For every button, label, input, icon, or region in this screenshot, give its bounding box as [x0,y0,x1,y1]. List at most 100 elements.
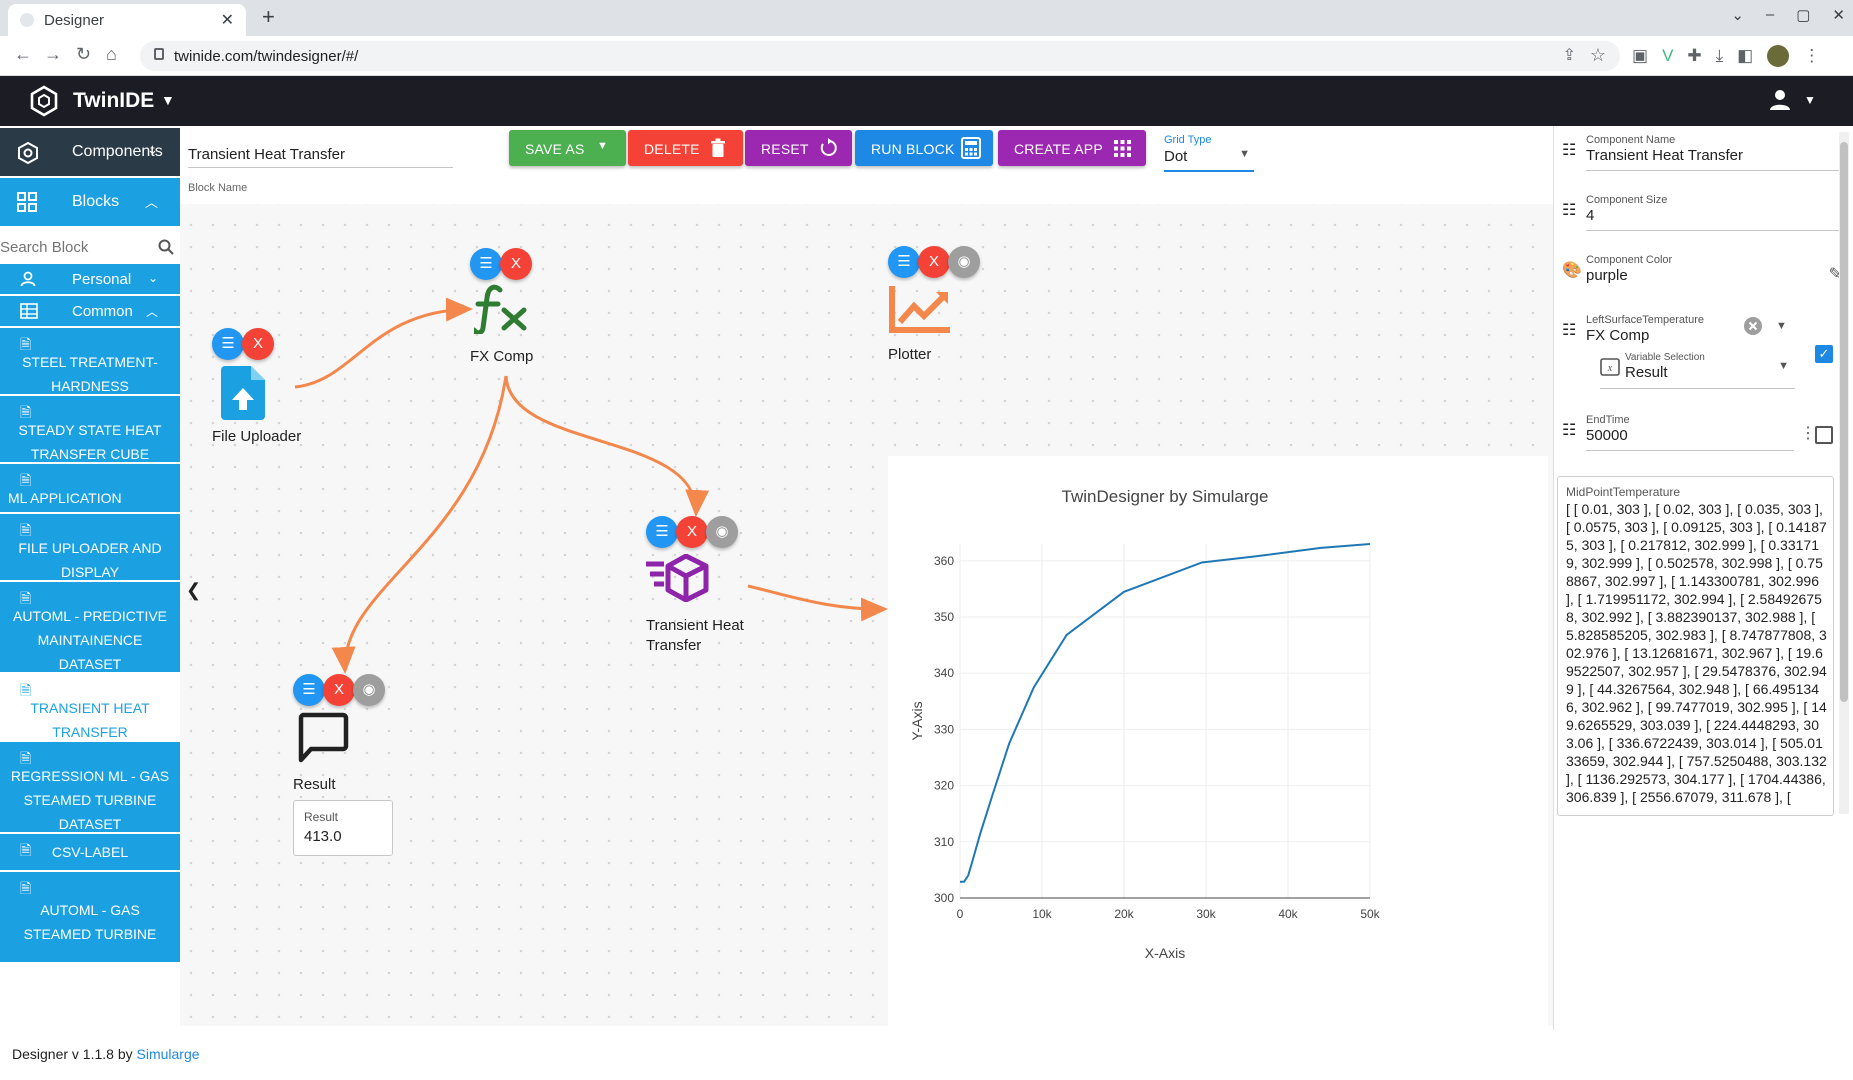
end-time-value: 50000 [1586,427,1628,444]
designer-canvas[interactable]: Transient Heat Transfer Block Name SAVE … [180,126,1553,1026]
node-menu-button[interactable]: ☰ [888,246,920,278]
tab-search-icon[interactable]: ⌄ [1731,7,1744,24]
profile-avatar[interactable] [1767,45,1790,67]
node-delete-button[interactable]: X [323,674,355,706]
bookmark-star-icon[interactable]: ☆ [1589,45,1606,65]
block-item[interactable]: 🗎 AUTOML - GAS STEAMED TURBINE [0,872,180,962]
left-sidebar: Components ⌄ Blocks ︿ Personal ⌄ [0,126,180,1010]
scrollbar-thumb[interactable] [1840,142,1848,702]
personal-category[interactable]: Personal ⌄ [0,264,180,294]
block-item-selected[interactable]: 🗎 TRANSIENT HEAT TRANSFER [0,674,180,740]
chevron-down-icon[interactable]: ▼ [1776,320,1787,332]
node-result[interactable]: ☰ X ◉ Result [293,674,403,794]
tab-close-icon[interactable]: ✕ [220,12,234,29]
node-fx-comp[interactable]: ☰ X FX Comp [470,248,570,368]
block-item[interactable]: 🗎 FILE UPLOADER AND DISPLAY [0,514,180,580]
node-view-button[interactable]: ◉ [706,516,738,548]
block-item[interactable]: 🗎 CSV-LABEL [0,834,180,870]
end-time-checkbox[interactable] [1815,426,1833,444]
sidepanel-icon[interactable]: ◧ [1737,46,1754,65]
eyedropper-icon[interactable]: ✎ [1828,266,1842,283]
home-icon[interactable]: ⌂ [106,44,117,64]
node-delete-button[interactable]: X [918,246,950,278]
variable-selection-select[interactable]: x Variable Selection Result ▼ [1600,348,1795,394]
more-vertical-icon[interactable]: ⋮ [1800,425,1816,442]
maximize-icon[interactable]: ▢ [1796,7,1811,24]
window-controls: ⌄ – ▢ ✕ [1731,6,1845,24]
y-tick-label: 350 [934,610,954,624]
left-surface-checkbox[interactable]: ✓ [1815,345,1833,363]
components-tab[interactable]: Components ⌄ [0,128,180,176]
close-window-icon[interactable]: ✕ [1832,7,1845,24]
download-icon[interactable]: ⤓ [1715,46,1724,65]
chevron-left-icon[interactable]: ❮ [186,580,202,600]
node-file-uploader[interactable]: ☰ X File Uploader [212,328,312,448]
reload-icon[interactable]: ↻ [76,44,92,64]
block-item[interactable]: 🗎 AUTOML - PREDICTIVE MAINTAINENCE DATAS… [0,582,180,672]
reset-button[interactable]: RESET [745,130,852,166]
block-item-label: STEADY STATE HEAT TRANSFER CUBE [18,422,162,462]
extension-icon[interactable]: ▣ [1632,46,1649,65]
node-menu-button[interactable]: ☰ [212,328,244,360]
svg-text:x: x [1607,363,1613,374]
new-tab-icon[interactable]: + [262,4,275,29]
plot-card: TwinDesigner by Simularge 0 10k 20k 30k 40k 50… [888,456,1548,1026]
block-name-field[interactable]: Transient Heat Transfer [188,140,453,168]
midpoint-temperature-label: MidPointTemperature [1566,485,1681,499]
url-field[interactable]: twinide.com/twindesigner/#/ ⇪ ☆ [140,41,1620,71]
chevron-up-icon: ︿ [144,195,158,210]
browser-tab[interactable]: Designer ✕ [8,4,246,36]
variable-selection-label: Variable Selection [1625,352,1705,363]
file-icon: 🗎 [20,472,32,488]
line-chart[interactable]: TwinDesigner by Simularge 0 10k 20k 30k 40k 50… [888,456,1548,1026]
node-delete-button[interactable]: X [676,516,708,548]
chart-trend-icon [889,286,950,333]
user-menu-chevron-icon[interactable]: ▼ [1804,93,1816,107]
block-item[interactable]: 🗎 STEADY STATE HEAT TRANSFER CUBE [0,396,180,462]
block-item[interactable]: 🗎 ML APPLICATION [0,464,180,512]
node-menu-button[interactable]: ☰ [293,674,325,706]
grid-type-select[interactable]: Grid Type Dot ▼ [1164,134,1254,172]
end-time-field[interactable]: ☷ EndTime 50000 [1554,408,1794,458]
search-icon[interactable] [158,239,174,255]
delete-button[interactable]: DELETE [628,130,743,166]
node-label: Plotter [888,346,932,363]
component-color-field[interactable]: 🎨 Component Color purple ✎ [1554,248,1844,298]
search-block-input[interactable] [0,232,150,262]
block-item[interactable]: 🗎 REGRESSION ML - GAS STEAMED TURBINE DA… [0,742,180,832]
simularge-link[interactable]: Simularge [136,1046,200,1062]
node-view-button[interactable]: ◉ [353,674,385,706]
puzzle-icon[interactable]: ✚ [1687,46,1702,65]
create-app-button[interactable]: CREATE APP [998,130,1146,166]
browser-menu-icon[interactable]: ⋮ [1803,46,1821,65]
node-transient-heat-transfer[interactable]: ☰ X ◉ Transient Heat Transfer [646,516,766,656]
component-size-field[interactable]: ☷ Component Size 4 [1554,188,1844,238]
node-delete-button[interactable]: X [500,248,532,280]
left-surface-temperature-field[interactable]: ☷ LeftSurfaceTemperature FX Comp [1554,308,1844,404]
blocks-tab[interactable]: Blocks ︿ [0,178,180,226]
component-name-field[interactable]: ☷ Component Name Transient Heat Transfer [1554,128,1844,178]
run-block-button[interactable]: RUN BLOCK [855,130,993,166]
component-name-value: Transient Heat Transfer [1586,147,1744,164]
node-plotter[interactable]: ☰ X ◉ Plotter [888,246,998,366]
block-item[interactable]: 🗎 STEEL TREATMENT-HARDNESS [0,328,180,394]
save-as-button[interactable]: SAVE AS ▼ [509,130,626,166]
node-delete-button[interactable]: X [242,328,274,360]
clear-icon[interactable] [1744,317,1762,335]
comment-icon [298,712,349,763]
forward-icon[interactable]: → [44,44,62,64]
node-menu-button[interactable]: ☰ [646,516,678,548]
field-underline [1586,230,1844,231]
share-icon[interactable]: ⇪ [1562,47,1576,64]
properties-scrollbar[interactable] [1839,132,1849,814]
vue-extension-icon[interactable]: V [1662,46,1674,65]
app-menu-chevron-icon[interactable]: ▼ [161,92,175,108]
end-time-label: EndTime [1586,414,1630,426]
node-view-button[interactable]: ◉ [948,246,980,278]
address-bar-row: ← → ↻ ⌂ twinide.com/twindesigner/#/ ⇪ ☆ … [0,36,1853,76]
user-account-icon[interactable] [1768,88,1792,112]
minimize-icon[interactable]: – [1765,6,1775,23]
common-category[interactable]: Common ︿ [0,296,180,326]
back-icon[interactable]: ← [14,44,32,64]
node-menu-button[interactable]: ☰ [470,248,502,280]
